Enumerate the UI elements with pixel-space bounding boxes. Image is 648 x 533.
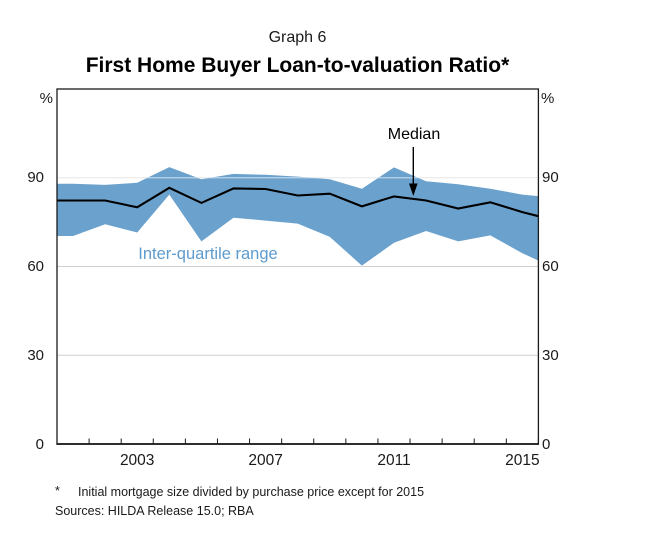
y-tick-label-left-90: 90 — [27, 169, 44, 187]
x-tick-label-2015: 2015 — [505, 452, 540, 469]
footnote-marker: * — [55, 484, 60, 498]
y-tick-label-left-60: 60 — [27, 258, 44, 275]
y-tick-label-right-0: 0 — [542, 435, 551, 453]
median-arrow-head — [409, 183, 418, 196]
interquartile-range-label: Inter-quartile range — [138, 245, 278, 263]
median-line — [57, 186, 539, 218]
y-axis-unit-right: % — [541, 90, 555, 107]
y-tick-label-left-30: 30 — [27, 346, 44, 364]
x-tick-label-2011: 2011 — [377, 452, 411, 469]
sources-text: Sources: HILDA Release 15.0; RBA — [55, 504, 254, 518]
y-tick-label-right-30: 30 — [542, 346, 559, 364]
y-tick-label-right-90: 90 — [542, 169, 559, 187]
y-tick-label-right-60: 60 — [542, 258, 559, 275]
y-tick-label-left-0: 0 — [35, 435, 44, 453]
chart-title: First Home Buyer Loan-to-valuation Ratio… — [85, 54, 510, 77]
graph-number-label: Graph 6 — [268, 29, 327, 46]
y-axis-unit-left: % — [39, 90, 53, 107]
median-annotation-label: Median — [387, 126, 441, 143]
x-tick-label-2003: 2003 — [119, 452, 155, 469]
footnote-text: Initial mortgage size divided by purchas… — [78, 485, 425, 499]
x-tick-label-2007: 2007 — [248, 452, 283, 469]
